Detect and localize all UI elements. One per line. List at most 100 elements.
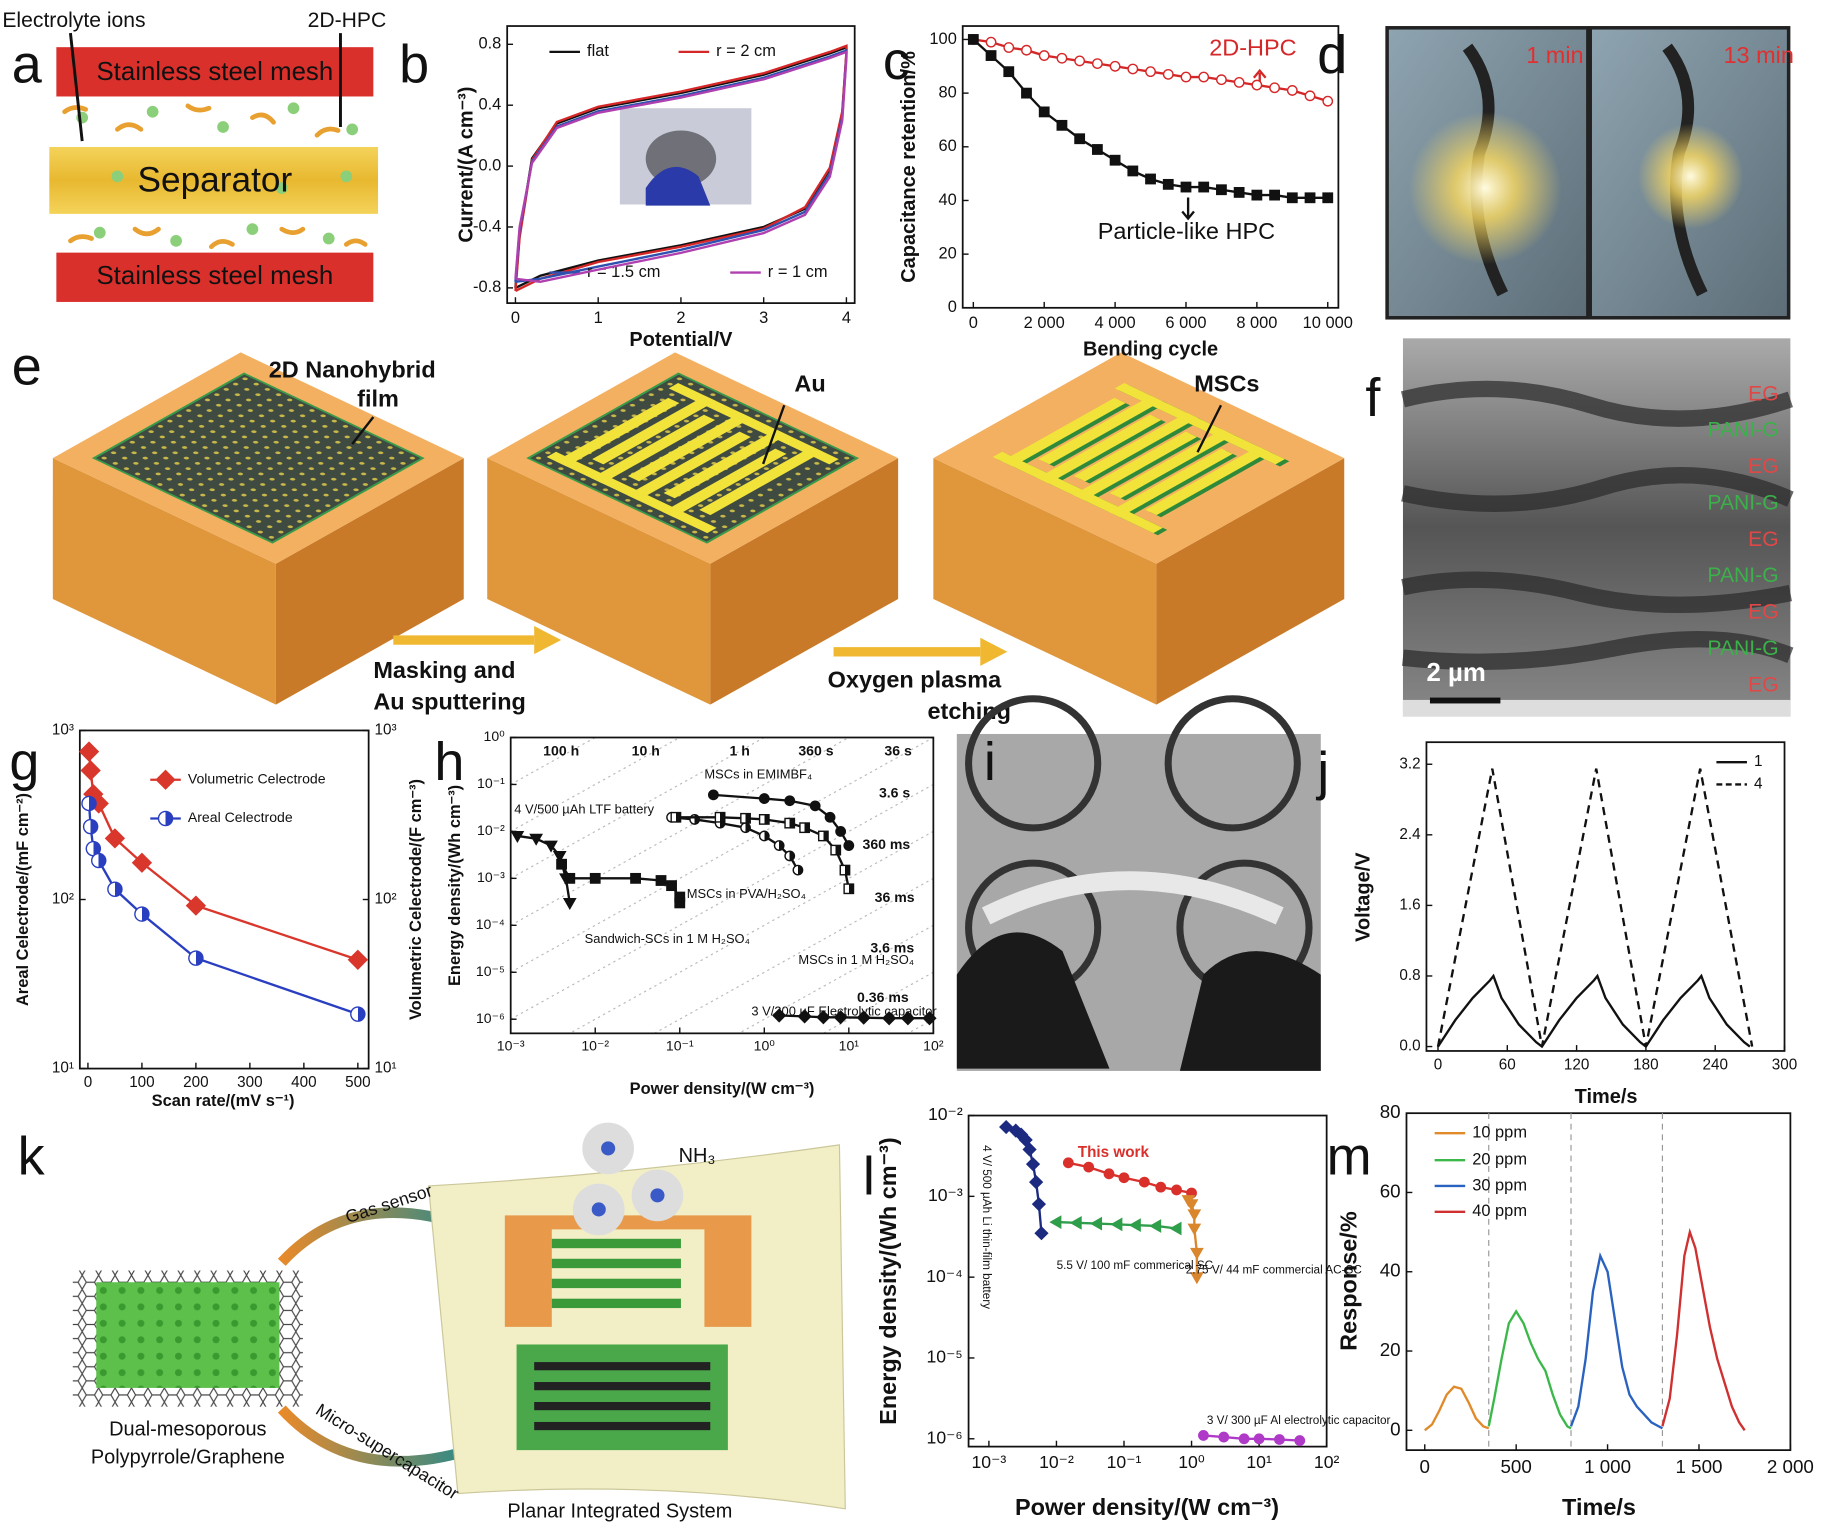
guide	[510, 737, 851, 926]
marker	[856, 1010, 871, 1025]
marker	[1049, 1215, 1062, 1229]
marker	[1083, 1161, 1095, 1173]
marker	[347, 949, 369, 970]
legend-label: 30 ppm	[1472, 1176, 1527, 1194]
label: MSCs	[1194, 370, 1259, 396]
x-tick-label: 10²	[923, 1037, 944, 1053]
annotation: 100 h	[543, 742, 579, 758]
marker	[1109, 60, 1121, 72]
marker	[773, 840, 785, 851]
series-label: MSCs in PVA/H₂SO₄	[687, 886, 806, 901]
marker	[1062, 1157, 1074, 1169]
y2-tick-label: 10³	[375, 721, 397, 738]
marker	[1171, 1184, 1182, 1196]
marker	[564, 872, 576, 884]
series-label: 5.5 V/ 100 mF commerical SC	[1057, 1259, 1214, 1272]
legend-label: r = 2 cm	[716, 42, 776, 60]
hands	[956, 932, 1321, 1071]
sem-f: 2 µm EG PANI-G EG PANI-G EG PANI-G EG PANI-G EG	[1400, 338, 1794, 717]
y-tick-label: 40	[1380, 1260, 1401, 1281]
marker	[630, 872, 641, 884]
plot-frame	[509, 736, 935, 1035]
marker	[817, 830, 829, 842]
plot-frame	[961, 25, 1340, 309]
y-axis-label: Energy density/(Wh cm⁻³)	[446, 785, 464, 986]
annotation: 360 ms	[863, 836, 911, 852]
marker	[666, 880, 677, 892]
chart: 0 1 2 3 4 -0.8 -0.4 0.0 0.4 0.8 Potential/V Current…	[456, 25, 856, 351]
chart: 0 100 200 300 400 500 10¹ 10² 10³ 10¹ 10² 10³ Scan r…	[14, 721, 425, 1109]
glow	[1637, 123, 1744, 230]
marker	[1286, 85, 1298, 96]
x-tick-label: 300	[1772, 1056, 1797, 1073]
block-surface	[91, 372, 425, 544]
layer-label: EG	[1748, 673, 1779, 696]
series-line	[1424, 1385, 1490, 1432]
block-side	[1156, 458, 1345, 705]
label: Polypyrrole/Graphene	[91, 1447, 285, 1469]
block-side	[933, 458, 1157, 705]
marker	[1304, 192, 1316, 204]
panel-label: d	[1317, 25, 1347, 85]
legend-label: Volumetric Celectrode	[188, 770, 326, 786]
mesh	[56, 252, 374, 302]
y-tick-label: 0.8	[478, 35, 501, 53]
y-tick-label: 10¹	[52, 1060, 74, 1077]
label: film	[357, 386, 399, 412]
marker	[1238, 1433, 1250, 1445]
marker	[131, 852, 153, 873]
finger	[1108, 448, 1233, 518]
series-label: 2D-HPC	[1209, 35, 1296, 61]
label: Dual-mesoporous	[109, 1418, 266, 1440]
panel-label: j	[1315, 741, 1329, 801]
y-tick-label: 40	[939, 191, 957, 209]
label: 1 min	[1526, 42, 1583, 68]
y-tick-label: 10⁻⁴	[476, 916, 505, 932]
marker	[1322, 95, 1334, 107]
marker	[882, 1011, 897, 1026]
marker	[1034, 1226, 1049, 1241]
marker	[544, 840, 558, 853]
marker	[1198, 71, 1210, 83]
panel-label: e	[12, 336, 42, 396]
plot-frame	[1425, 741, 1786, 1052]
marker	[1251, 79, 1263, 91]
finger	[1037, 414, 1162, 484]
photo-d: 1 min 13 min	[1385, 26, 1794, 320]
x-tick-label: 10⁻³	[497, 1037, 525, 1053]
finger	[663, 429, 788, 499]
marker	[155, 769, 176, 790]
marker	[843, 840, 855, 851]
marker	[1025, 1157, 1041, 1172]
marker	[82, 818, 99, 835]
annotation: 3.6 s	[879, 785, 910, 801]
marker	[1091, 58, 1103, 70]
panel-label: c	[883, 31, 910, 91]
label: 2D-HPC	[308, 9, 387, 32]
film	[96, 1282, 280, 1388]
series-line	[514, 44, 848, 292]
y-tick-label: 10²	[52, 891, 74, 908]
label: Masking and	[373, 657, 515, 683]
marker	[104, 828, 126, 849]
series-label: 3 V/ 300 µF Al electrolytic capacitor	[1207, 1414, 1391, 1427]
x-tick-label: 2	[676, 309, 685, 327]
y-axis-label: Areal Celectrode/(mF cm⁻²)	[14, 793, 32, 1006]
block-top	[933, 352, 1345, 564]
chart: 10⁻³ 10⁻² 10⁻¹ 10⁰ 10¹ 10² 10⁻⁶ 10⁻⁵ 10⁻⁴ 10⁻³ 10⁻…	[875, 1104, 1390, 1520]
marker	[1216, 184, 1227, 196]
label: Planar Integrated System	[507, 1501, 732, 1523]
seal	[1164, 695, 1301, 832]
marker	[1091, 144, 1103, 155]
marker	[830, 844, 842, 856]
finger	[699, 446, 824, 516]
finger	[592, 395, 717, 465]
marker	[900, 1011, 916, 1026]
x-tick-label: 10⁻³	[972, 1452, 1007, 1472]
marker	[1274, 1434, 1285, 1445]
chart: 0 60 120 180 240 300 0.0 0.8 1.6 2.4 3.2 Time/s Volt…	[1352, 741, 1797, 1108]
inset-photo	[645, 166, 711, 206]
label: Au sputtering	[373, 689, 526, 715]
marker	[1253, 1433, 1265, 1445]
